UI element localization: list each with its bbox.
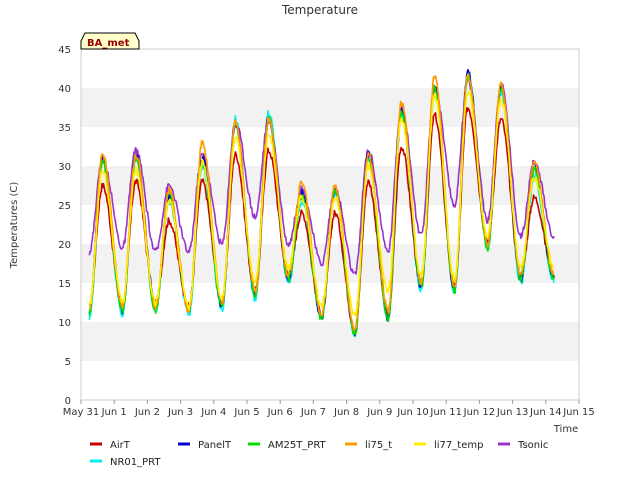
x-tick-label: Jun 7 — [300, 407, 326, 418]
x-tick-label: Jun 1 — [101, 407, 127, 418]
y-tick-label: 10 — [58, 318, 71, 329]
legend-label: li77_temp — [434, 440, 483, 451]
legend-label: li75_t — [365, 440, 392, 451]
site-badge: BA_met — [80, 32, 140, 50]
legend-label: AirT — [110, 440, 131, 451]
y-axis-title: Temperatures (C) — [9, 182, 20, 270]
legend-label: AM25T_PRT — [268, 440, 327, 451]
site-badge-label: BA_met — [87, 38, 130, 49]
grid-bands — [81, 88, 579, 361]
x-axis-ticks: May 31 Jun 1 Jun 2 Jun 3 Jun 4 Jun 5 Jun 6 Jun … — [63, 400, 595, 418]
x-tick-label: Jun 4 — [200, 407, 226, 418]
x-tick-label: Jun 13 — [496, 407, 529, 418]
x-tick-label: May 31 — [63, 407, 100, 418]
y-axis-ticks: 0 5 10 15 20 25 30 35 40 45 — [58, 45, 71, 407]
y-tick-label: 40 — [58, 84, 71, 95]
grid-band — [81, 166, 579, 205]
grid-band — [81, 322, 579, 361]
x-tick-label: Jun 5 — [233, 407, 259, 418]
x-tick-label: Jun 11 — [429, 407, 462, 418]
legend-label: Tsonic — [517, 440, 548, 451]
x-tick-label: Jun 14 — [529, 407, 562, 418]
y-tick-label: 0 — [65, 396, 71, 407]
x-tick-label: Jun 2 — [134, 407, 160, 418]
y-tick-label: 15 — [58, 279, 71, 290]
y-tick-label: 20 — [58, 240, 71, 251]
legend-label: PanelT — [198, 440, 232, 451]
y-tick-label: 35 — [58, 123, 71, 134]
x-tick-label: Jun 9 — [366, 407, 392, 418]
y-tick-label: 45 — [58, 45, 71, 56]
x-tick-label: Jun 8 — [333, 407, 359, 418]
plot-frame — [80, 48, 580, 401]
legend-label: NR01_PRT — [110, 457, 161, 468]
y-tick-label: 5 — [65, 357, 71, 368]
chart-title: Temperature — [281, 3, 358, 17]
x-tick-label: Jun 12 — [463, 407, 496, 418]
y-tick-label: 25 — [58, 201, 71, 212]
x-tick-label: Jun 6 — [267, 407, 293, 418]
series-lines — [88, 69, 555, 338]
x-axis-title: Time — [553, 424, 578, 435]
x-tick-label: Jun 15 — [562, 407, 595, 418]
series-line-li77-temp — [88, 91, 555, 316]
legend: AirT PanelT AM25T_PRT li75_t li77_temp Tsonic… — [90, 440, 548, 468]
x-tick-label: Jun 10 — [396, 407, 429, 418]
y-tick-label: 30 — [58, 162, 71, 173]
x-tick-label: Jun 3 — [167, 407, 193, 418]
